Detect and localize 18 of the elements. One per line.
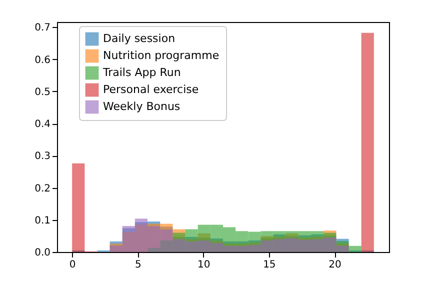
legend-label: Trails App Run	[102, 66, 181, 79]
x-tick-label: 5	[135, 260, 142, 270]
y-tick-label: 0.2	[34, 183, 50, 194]
x-tick-label: 20	[328, 260, 342, 270]
legend-label: Weekly Bonus	[103, 100, 180, 113]
legend-label: Personal exercise	[103, 83, 199, 96]
x-tick-label: 15	[263, 260, 276, 270]
y-tick-label: 0.6	[34, 54, 50, 66]
legend-label: Daily session	[103, 32, 176, 45]
x-tick-label: 0	[69, 260, 76, 270]
y-tick-label: 0.5	[34, 86, 50, 98]
y-tick-label: 0.4	[34, 119, 50, 130]
y-tick-label: 0.1	[34, 215, 50, 226]
y-tick-label: 0.3	[34, 151, 50, 162]
y-tick-label: 0.0	[34, 248, 50, 258]
y-tick-label: 0.7	[34, 22, 50, 34]
legend-label: Nutrition programme	[103, 49, 220, 62]
x-tick-label: 10	[197, 260, 210, 270]
